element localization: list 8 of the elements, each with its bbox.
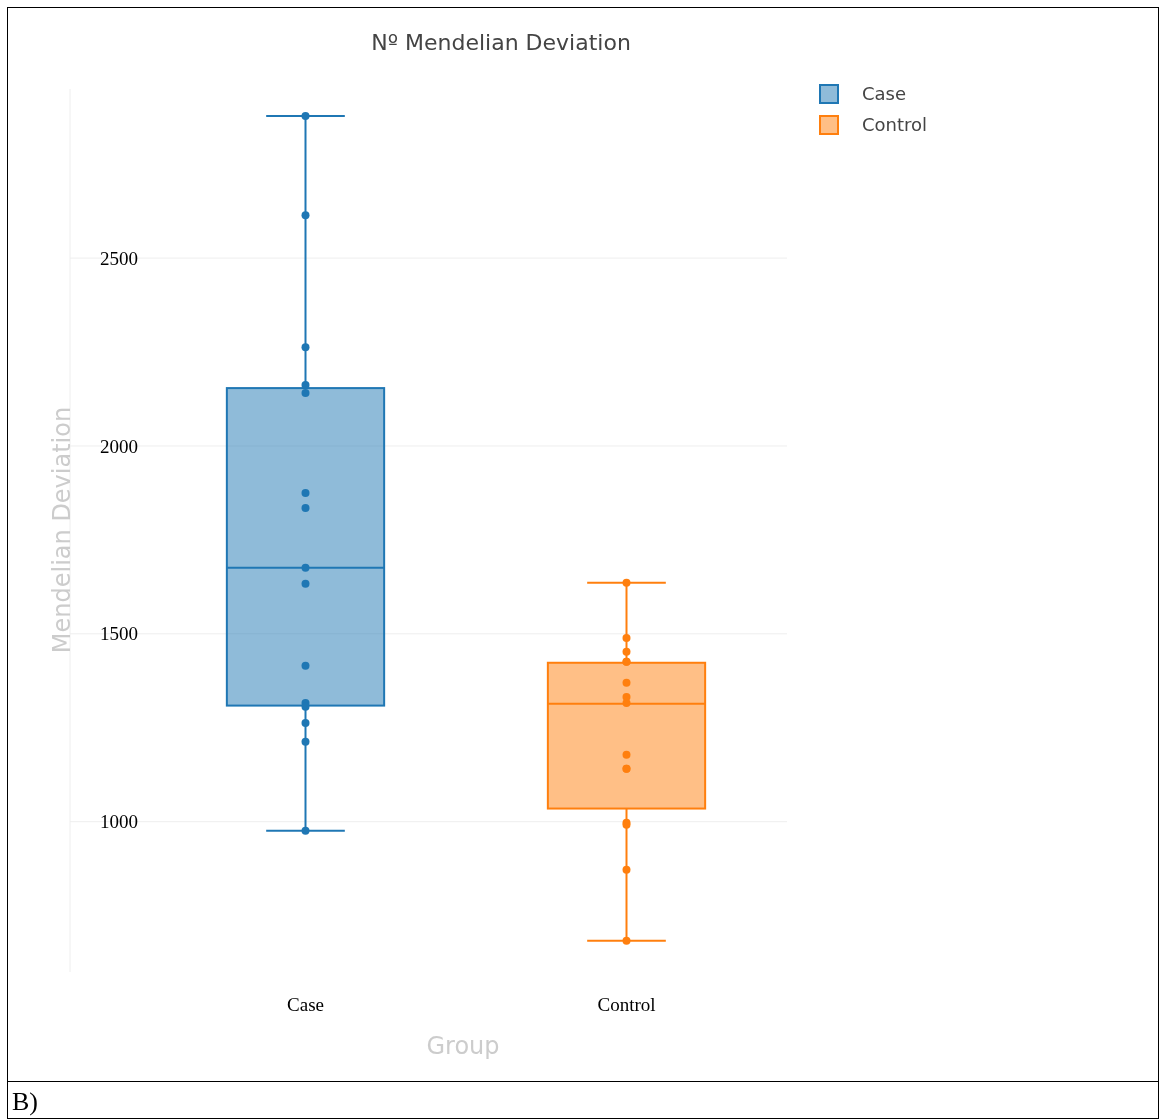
y-tick-label: 2000: [100, 435, 138, 457]
y-tick-label: 2500: [100, 247, 138, 269]
legend-label: Control: [862, 114, 928, 136]
text: B): [12, 1087, 38, 1116]
legend-label: Case: [862, 83, 907, 105]
y-tick-label: 1000: [100, 811, 138, 833]
chart-title: Nº Mendelian Deviation: [371, 30, 631, 55]
y-tick-label: 1500: [100, 623, 138, 645]
